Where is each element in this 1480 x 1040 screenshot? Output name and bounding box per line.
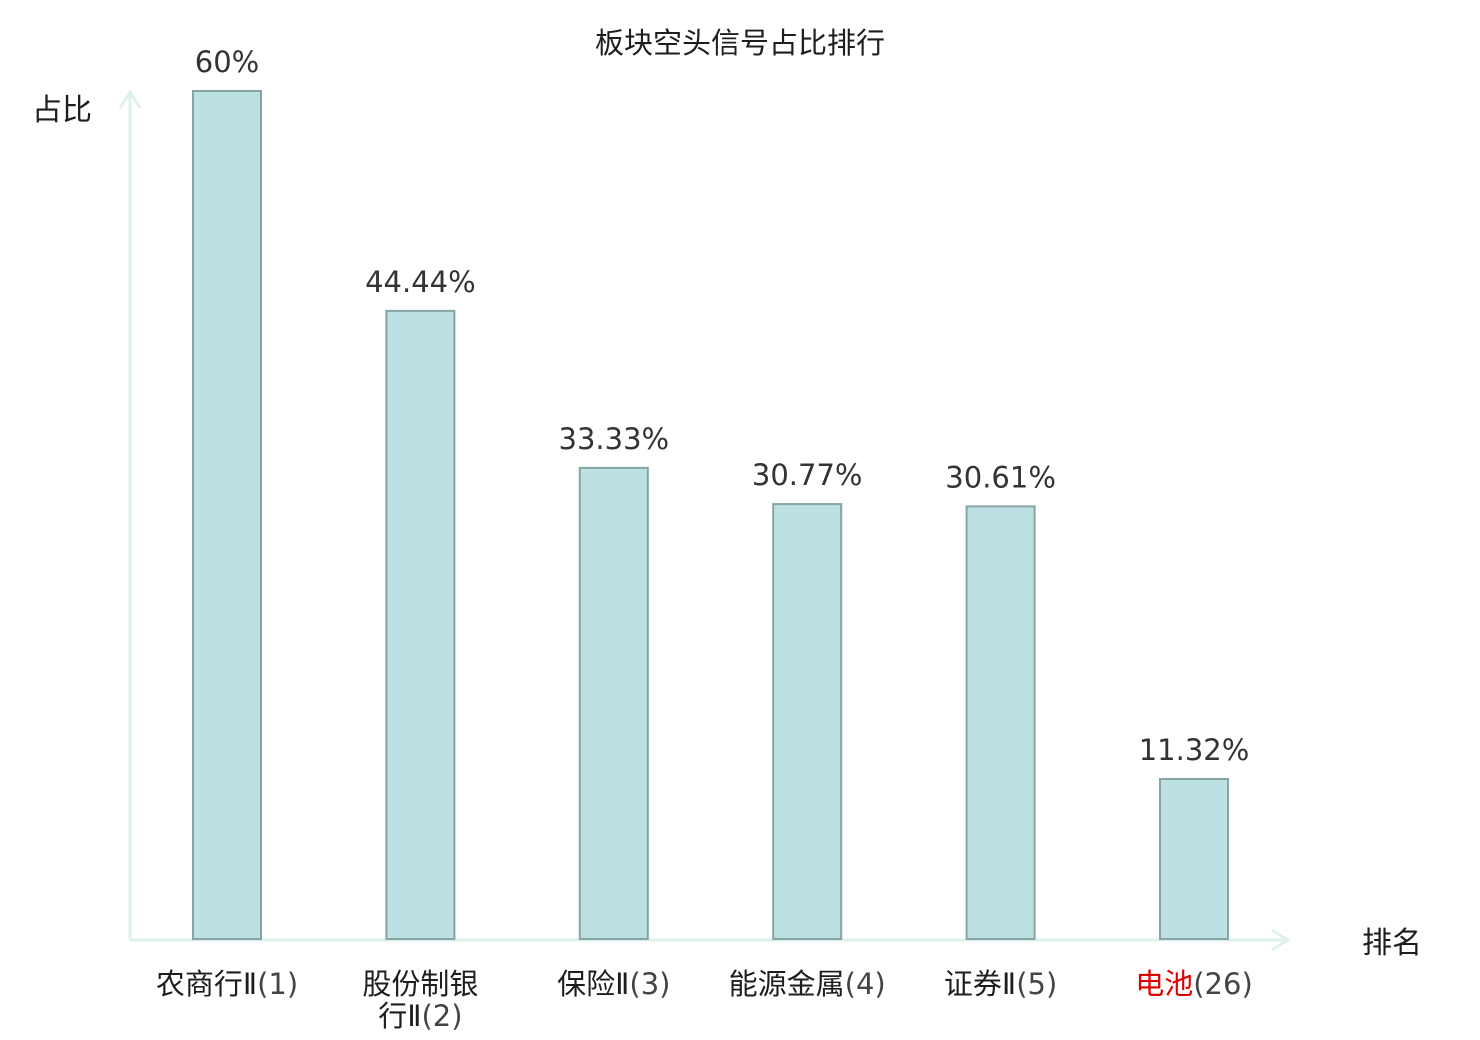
category-name: 股份制银	[362, 967, 478, 1001]
category-label-5: 电池(26)	[1135, 967, 1253, 1001]
value-label-5: 11.32%	[1139, 733, 1250, 767]
category-label-1-line-0: 股份制银	[362, 967, 478, 1001]
x-axis-arrow	[1271, 928, 1291, 952]
bar-0	[192, 90, 262, 940]
category-name: 电池	[1135, 967, 1193, 1001]
category-rank: (3)	[629, 967, 670, 1001]
category-rank: (2)	[421, 999, 462, 1033]
bar-2	[578, 466, 649, 940]
value-label-1: 44.44%	[365, 265, 476, 299]
category-name: 保险Ⅱ	[557, 967, 629, 1001]
category-rank: (26)	[1193, 967, 1253, 1001]
category-name: 行Ⅱ	[378, 999, 421, 1033]
value-label-4: 30.61%	[945, 460, 1056, 494]
value-label-0: 60%	[195, 45, 259, 79]
category-rank: (4)	[845, 967, 886, 1001]
category-name: 证券Ⅱ	[944, 967, 1016, 1001]
category-rank: (5)	[1016, 967, 1057, 1001]
category-label-1-line-1: 行Ⅱ(2)	[378, 999, 462, 1033]
bar-5	[1159, 778, 1229, 940]
x-axis-title: 排名	[1362, 926, 1422, 961]
category-name: 农商行Ⅱ	[156, 967, 257, 1001]
category-name: 能源金属	[729, 967, 845, 1001]
category-label-2: 保险Ⅱ(3)	[557, 967, 670, 1001]
category-label-4: 证券Ⅱ(5)	[944, 967, 1057, 1001]
chart-title: 板块空头信号占比排行	[595, 26, 885, 60]
bars	[192, 90, 1229, 940]
bar-3	[772, 503, 843, 940]
category-rank: (1)	[257, 967, 298, 1001]
value-labels: 60% 44.44% 33.33% 30.77% 30.61% 11.32%	[195, 45, 1250, 767]
axes	[118, 89, 1291, 952]
bar-1	[385, 309, 456, 940]
y-axis-arrow	[118, 89, 142, 109]
category-label-0: 农商行Ⅱ(1)	[156, 967, 298, 1001]
value-label-2: 33.33%	[559, 422, 670, 456]
bar-4	[965, 505, 1036, 940]
value-label-3: 30.77%	[752, 458, 863, 492]
category-label-3: 能源金属(4)	[729, 967, 886, 1001]
y-axis-title: 占比	[32, 93, 92, 128]
